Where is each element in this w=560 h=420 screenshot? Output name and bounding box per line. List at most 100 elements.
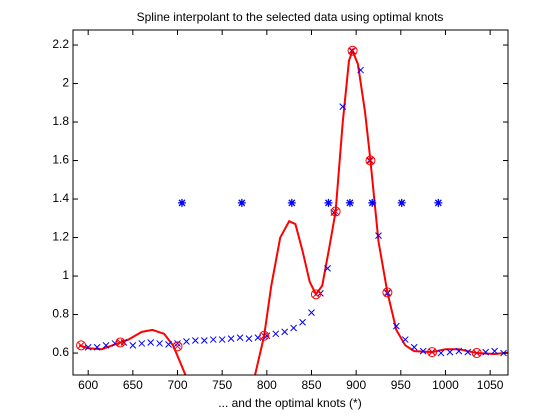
y-tick-label: 1: [62, 268, 69, 282]
y-tick-label: 2: [62, 76, 69, 90]
marker: [382, 287, 393, 298]
marker: [93, 343, 101, 351]
marker-shape: [138, 340, 146, 347]
marker: [455, 347, 463, 355]
chart-title: Spline interpolant to the selected data …: [137, 10, 444, 24]
marker-shape: [84, 343, 92, 351]
x-tick-label: 650: [123, 378, 143, 392]
marker-shape: [428, 348, 436, 356]
marker-shape: [410, 343, 418, 351]
x-tick-label: 1000: [432, 378, 459, 392]
marker-shape: [165, 341, 172, 348]
marker-shape: [310, 289, 321, 300]
marker-shape: [227, 335, 235, 342]
marker-shape: [375, 232, 382, 239]
marker: [365, 155, 376, 166]
marker-shape: [272, 330, 280, 338]
marker: [392, 322, 400, 330]
marker-shape: [345, 198, 354, 207]
marker: [287, 198, 296, 207]
marker-shape: [330, 206, 341, 217]
y-tick-label: 0.8: [52, 307, 69, 321]
marker-shape: [147, 339, 155, 346]
x-tick-label: 950: [391, 378, 411, 392]
marker-shape: [509, 349, 515, 355]
marker-shape: [357, 66, 364, 74]
marker-shape: [93, 343, 101, 351]
marker: [174, 340, 181, 347]
marker-shape: [427, 347, 438, 358]
x-tick-label: 850: [301, 378, 321, 392]
x-tick-label: 600: [78, 378, 98, 392]
marker: [308, 309, 315, 316]
marker: [330, 206, 341, 217]
marker-shape: [437, 349, 445, 357]
marker: [209, 336, 217, 343]
marker: [410, 343, 418, 351]
marker-shape: [236, 334, 244, 342]
marker: [147, 339, 155, 346]
marker-shape: [174, 340, 181, 347]
marker-shape: [401, 336, 409, 343]
marker: [138, 340, 146, 347]
marker: [347, 45, 358, 56]
marker-shape: [349, 47, 356, 55]
marker: [272, 330, 280, 338]
marker-shape: [464, 348, 472, 356]
marker-shape: [245, 335, 253, 342]
y-tick-label: 1.8: [52, 114, 69, 128]
y-tick-label: 2.2: [52, 37, 69, 51]
x-tick-label: 750: [212, 378, 232, 392]
marker-shape: [308, 309, 315, 316]
marker: [192, 337, 199, 344]
marker: [324, 198, 333, 207]
marker-shape: [312, 290, 320, 298]
marker-shape: [156, 340, 163, 347]
marker: [509, 350, 515, 356]
marker: [299, 318, 306, 326]
marker-shape: [259, 330, 270, 341]
marker-shape: [263, 332, 271, 340]
marker-shape: [384, 290, 391, 297]
marker-shape: [237, 198, 246, 207]
marker: [491, 347, 498, 355]
marker: [427, 347, 438, 358]
marker-shape: [347, 45, 358, 56]
marker-shape: [218, 336, 226, 343]
marker: [281, 328, 289, 336]
marker: [401, 336, 409, 343]
marker: [172, 341, 183, 352]
marker-shape: [392, 322, 400, 330]
marker: [245, 335, 253, 342]
marker: [345, 198, 354, 207]
marker-shape: [368, 198, 377, 207]
marker: [482, 348, 490, 356]
marker: [290, 324, 297, 332]
marker-shape: [102, 341, 110, 349]
y-tick-label: 1.6: [52, 153, 69, 167]
marker: [76, 340, 87, 351]
marker-shape: [434, 198, 443, 207]
marker-shape: [129, 341, 137, 349]
marker: [165, 341, 172, 348]
marker: [310, 289, 321, 300]
marker-shape: [339, 103, 347, 110]
marker: [129, 341, 137, 349]
marker: [237, 198, 246, 207]
x-axis-label: ... and the optimal knots (*): [218, 396, 361, 410]
marker: [446, 348, 454, 356]
marker-shape: [183, 338, 190, 345]
marker: [115, 337, 126, 348]
marker: [357, 66, 364, 74]
marker: [218, 336, 226, 343]
marker: [464, 348, 472, 356]
marker-shape: [324, 198, 333, 207]
marker-shape: [446, 348, 454, 356]
marker: [434, 198, 443, 207]
marker-shape: [115, 337, 126, 348]
x-tick-label: 800: [257, 378, 277, 392]
marker-shape: [507, 349, 508, 355]
marker-shape: [172, 341, 183, 352]
y-tick-label: 0.6: [52, 345, 69, 359]
marker-shape: [366, 157, 373, 164]
